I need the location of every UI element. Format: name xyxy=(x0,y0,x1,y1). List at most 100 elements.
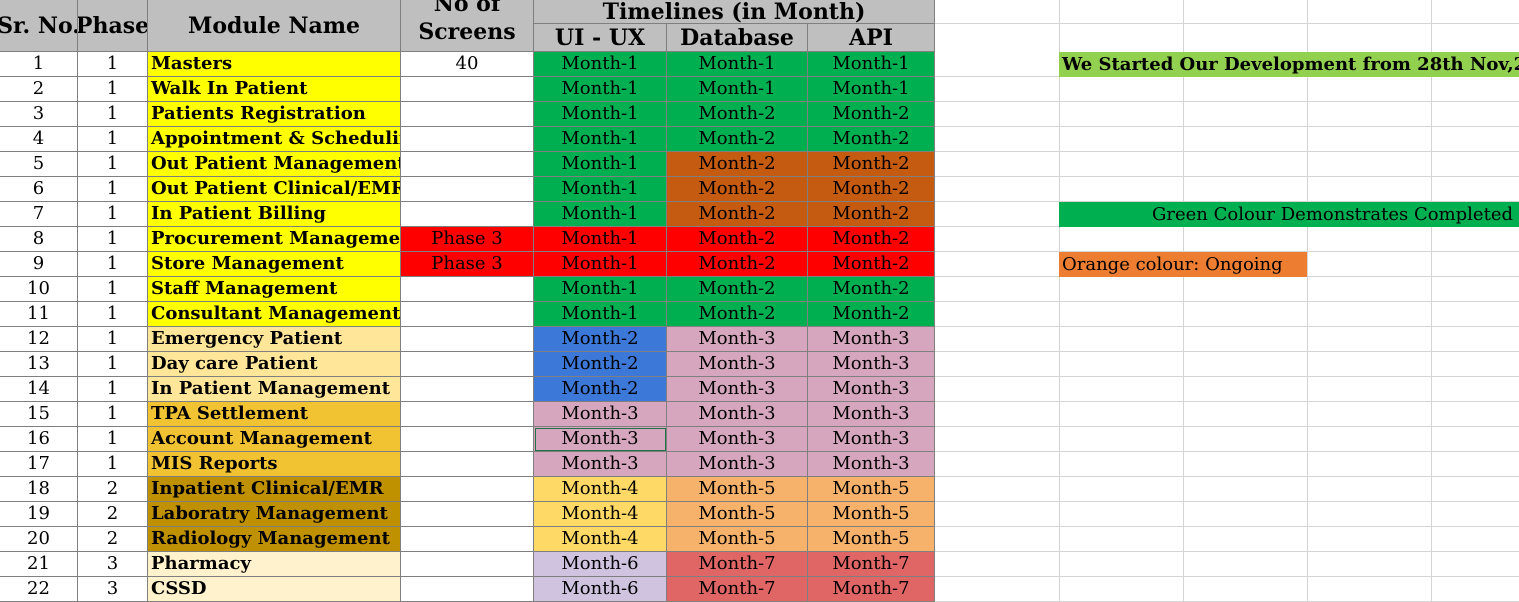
no-of-screens-cell[interactable] xyxy=(401,452,534,477)
ui-ux-cell[interactable]: Month-1 xyxy=(534,277,667,302)
database-cell[interactable]: Month-5 xyxy=(667,502,808,527)
api-cell[interactable]: Month-1 xyxy=(808,52,935,77)
phase-cell[interactable]: 1 xyxy=(78,52,148,77)
no-of-screens-cell[interactable] xyxy=(401,552,534,577)
api-cell[interactable]: Month-2 xyxy=(808,202,935,227)
database-cell[interactable]: Month-1 xyxy=(667,77,808,102)
phase-cell[interactable]: 1 xyxy=(78,277,148,302)
module-name-cell[interactable]: Staff Management xyxy=(148,277,401,302)
phase-cell[interactable]: 1 xyxy=(78,427,148,452)
ui-ux-cell[interactable]: Month-2 xyxy=(534,327,667,352)
sr-no-cell[interactable]: 7 xyxy=(0,202,78,227)
module-name-cell[interactable]: Pharmacy xyxy=(148,552,401,577)
ui-ux-cell[interactable]: Month-4 xyxy=(534,527,667,552)
database-cell[interactable]: Month-3 xyxy=(667,377,808,402)
database-cell[interactable]: Month-2 xyxy=(667,302,808,327)
module-name-cell[interactable]: Consultant Management xyxy=(148,302,401,327)
database-cell[interactable]: Month-5 xyxy=(667,527,808,552)
database-cell[interactable]: Month-2 xyxy=(667,252,808,277)
phase-cell[interactable]: 1 xyxy=(78,402,148,427)
header-database[interactable]: Database xyxy=(667,24,808,52)
phase-cell[interactable]: 1 xyxy=(78,77,148,102)
sr-no-cell[interactable]: 4 xyxy=(0,127,78,152)
api-cell[interactable]: Month-2 xyxy=(808,127,935,152)
sr-no-cell[interactable]: 13 xyxy=(0,352,78,377)
phase-cell[interactable]: 3 xyxy=(78,577,148,602)
database-cell[interactable]: Month-5 xyxy=(667,477,808,502)
ui-ux-cell[interactable]: Month-1 xyxy=(534,102,667,127)
header-sr-no[interactable]: Sr. No. xyxy=(0,0,78,52)
header-module-name[interactable]: Module Name xyxy=(148,0,401,52)
module-name-cell[interactable]: Out Patient Clinical/EMR xyxy=(148,177,401,202)
database-cell[interactable]: Month-2 xyxy=(667,202,808,227)
phase-cell[interactable]: 1 xyxy=(78,102,148,127)
ui-ux-cell[interactable]: Month-4 xyxy=(534,477,667,502)
phase-cell[interactable]: 2 xyxy=(78,477,148,502)
module-name-cell[interactable]: Inpatient Clinical/EMR xyxy=(148,477,401,502)
api-cell[interactable]: Month-2 xyxy=(808,302,935,327)
api-cell[interactable]: Month-5 xyxy=(808,527,935,552)
ui-ux-cell[interactable]: Month-1 xyxy=(534,52,667,77)
ui-ux-cell[interactable]: Month-2 xyxy=(534,377,667,402)
no-of-screens-cell[interactable] xyxy=(401,102,534,127)
database-cell[interactable]: Month-3 xyxy=(667,452,808,477)
module-name-cell[interactable]: In Patient Management xyxy=(148,377,401,402)
sr-no-cell[interactable]: 11 xyxy=(0,302,78,327)
module-name-cell[interactable]: Account Management xyxy=(148,427,401,452)
phase-cell[interactable]: 1 xyxy=(78,377,148,402)
module-name-cell[interactable]: Laboratry Management xyxy=(148,502,401,527)
sr-no-cell[interactable]: 14 xyxy=(0,377,78,402)
database-cell[interactable]: Month-3 xyxy=(667,402,808,427)
database-cell[interactable]: Month-2 xyxy=(667,152,808,177)
orange-legend[interactable]: Orange colour: Ongoing xyxy=(1059,252,1307,277)
development-start-note[interactable]: We Started Our Development from 28th Nov… xyxy=(1059,52,1519,77)
phase-cell[interactable]: 1 xyxy=(78,252,148,277)
sr-no-cell[interactable]: 12 xyxy=(0,327,78,352)
ui-ux-cell[interactable]: Month-3 xyxy=(534,427,667,452)
database-cell[interactable]: Month-3 xyxy=(667,327,808,352)
sr-no-cell[interactable]: 22 xyxy=(0,577,78,602)
phase-cell[interactable]: 2 xyxy=(78,502,148,527)
sr-no-cell[interactable]: 20 xyxy=(0,527,78,552)
sr-no-cell[interactable]: 6 xyxy=(0,177,78,202)
no-of-screens-cell[interactable] xyxy=(401,502,534,527)
no-of-screens-cell[interactable] xyxy=(401,277,534,302)
api-cell[interactable]: Month-1 xyxy=(808,77,935,102)
no-of-screens-cell[interactable]: Phase 3 xyxy=(401,227,534,252)
green-legend[interactable]: Green Colour Demonstrates Completed xyxy=(1059,202,1519,227)
header-timelines[interactable]: Timelines (in Month) xyxy=(534,0,935,24)
no-of-screens-cell[interactable] xyxy=(401,527,534,552)
module-name-cell[interactable]: CSSD xyxy=(148,577,401,602)
module-name-cell[interactable]: Out Patient Management xyxy=(148,152,401,177)
no-of-screens-cell[interactable] xyxy=(401,402,534,427)
api-cell[interactable]: Month-2 xyxy=(808,177,935,202)
no-of-screens-cell[interactable] xyxy=(401,377,534,402)
api-cell[interactable]: Month-3 xyxy=(808,352,935,377)
no-of-screens-cell[interactable] xyxy=(401,202,534,227)
sr-no-cell[interactable]: 21 xyxy=(0,552,78,577)
no-of-screens-cell[interactable] xyxy=(401,127,534,152)
phase-cell[interactable]: 1 xyxy=(78,202,148,227)
no-of-screens-cell[interactable] xyxy=(401,152,534,177)
module-name-cell[interactable]: Procurement Management xyxy=(148,227,401,252)
module-name-cell[interactable]: Walk In Patient xyxy=(148,77,401,102)
api-cell[interactable]: Month-5 xyxy=(808,477,935,502)
no-of-screens-cell[interactable] xyxy=(401,427,534,452)
api-cell[interactable]: Month-3 xyxy=(808,402,935,427)
sr-no-cell[interactable]: 17 xyxy=(0,452,78,477)
sr-no-cell[interactable]: 8 xyxy=(0,227,78,252)
database-cell[interactable]: Month-7 xyxy=(667,552,808,577)
api-cell[interactable]: Month-7 xyxy=(808,552,935,577)
database-cell[interactable]: Month-2 xyxy=(667,227,808,252)
sr-no-cell[interactable]: 16 xyxy=(0,427,78,452)
module-name-cell[interactable]: Radiology Management xyxy=(148,527,401,552)
api-cell[interactable]: Month-3 xyxy=(808,327,935,352)
phase-cell[interactable]: 1 xyxy=(78,127,148,152)
phase-cell[interactable]: 1 xyxy=(78,227,148,252)
header-ui-ux[interactable]: UI - UX xyxy=(534,24,667,52)
no-of-screens-cell[interactable] xyxy=(401,477,534,502)
api-cell[interactable]: Month-2 xyxy=(808,252,935,277)
phase-cell[interactable]: 1 xyxy=(78,327,148,352)
sr-no-cell[interactable]: 1 xyxy=(0,52,78,77)
ui-ux-cell[interactable]: Month-1 xyxy=(534,177,667,202)
